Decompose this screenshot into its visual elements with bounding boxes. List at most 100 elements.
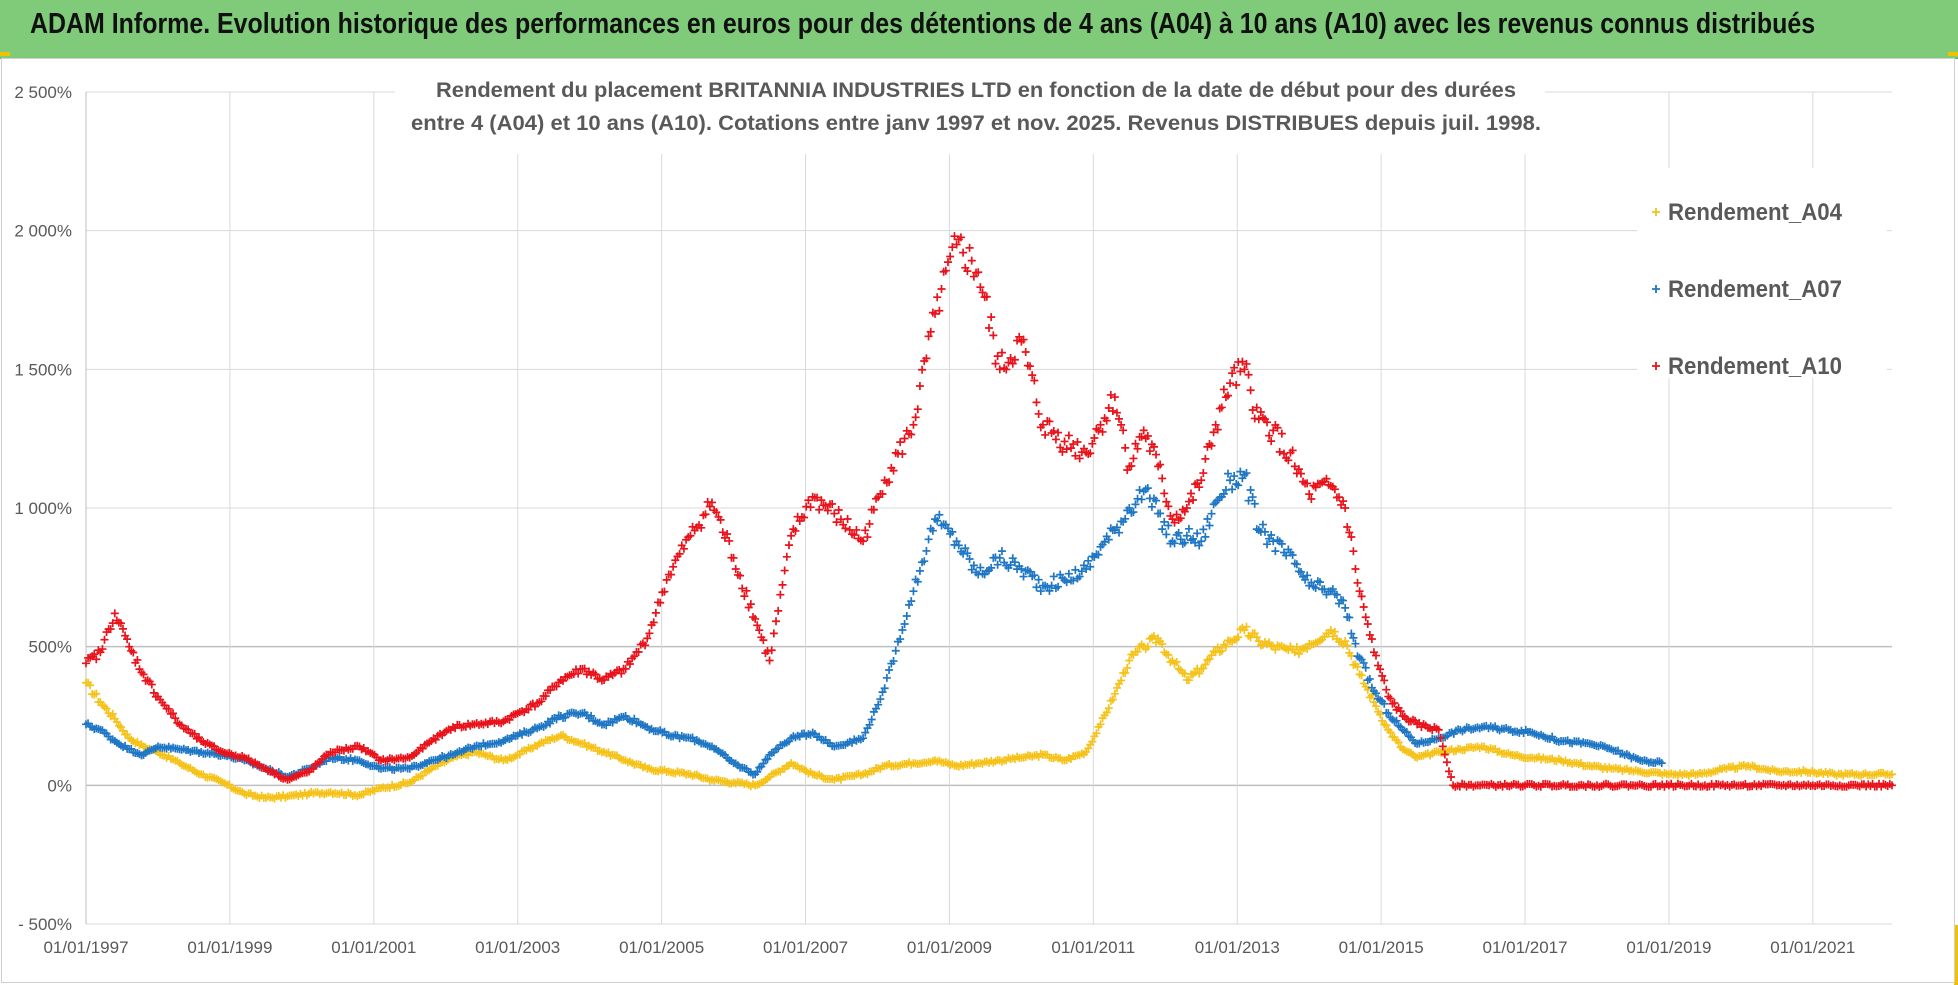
data-point xyxy=(1432,724,1441,733)
data-point xyxy=(1324,587,1333,596)
data-point xyxy=(1077,567,1086,576)
y-tick-label: 1 000% xyxy=(14,499,72,518)
data-point xyxy=(1440,750,1449,759)
data-point xyxy=(1143,642,1152,651)
data-point xyxy=(1345,613,1354,622)
data-point xyxy=(194,733,203,742)
data-point xyxy=(173,718,182,727)
data-point xyxy=(856,771,865,780)
chart-title-background xyxy=(395,64,1545,154)
data-point xyxy=(705,742,714,751)
data-point xyxy=(784,541,793,550)
data-point xyxy=(697,523,706,532)
data-point xyxy=(952,240,961,249)
data-point xyxy=(1284,456,1293,465)
data-point xyxy=(151,692,160,701)
data-point xyxy=(967,256,976,265)
data-point xyxy=(828,499,837,508)
data-point xyxy=(1051,435,1060,444)
data-point xyxy=(302,791,311,800)
data-point xyxy=(843,514,852,523)
data-point xyxy=(1156,509,1165,518)
data-point xyxy=(1115,528,1124,537)
data-point xyxy=(1396,707,1405,716)
data-point xyxy=(1143,484,1152,493)
data-point xyxy=(1324,629,1333,638)
data-point xyxy=(961,544,970,553)
data-point xyxy=(997,348,1006,357)
data-point xyxy=(753,767,762,776)
data-point xyxy=(874,700,883,709)
data-point xyxy=(1402,728,1411,737)
data-point xyxy=(1164,650,1173,659)
data-point xyxy=(878,688,887,697)
data-point xyxy=(987,563,996,572)
data-point xyxy=(1062,578,1071,587)
data-point xyxy=(997,547,1006,556)
data-point xyxy=(1166,511,1175,520)
data-point xyxy=(137,751,146,760)
data-point xyxy=(1108,526,1117,535)
data-point xyxy=(965,243,974,252)
data-point xyxy=(100,635,109,644)
data-point xyxy=(1143,432,1152,441)
data-point xyxy=(1026,362,1035,371)
data-point xyxy=(1655,757,1664,766)
data-point xyxy=(993,560,1002,569)
data-point xyxy=(1131,439,1140,448)
data-point xyxy=(1049,427,1058,436)
data-point xyxy=(1217,646,1226,655)
data-point xyxy=(1328,585,1337,594)
data-point xyxy=(937,285,946,294)
data-point xyxy=(1123,663,1132,672)
data-point xyxy=(800,513,809,522)
data-point xyxy=(725,536,734,545)
data-point xyxy=(1209,428,1218,437)
data-point xyxy=(281,793,290,802)
data-point xyxy=(791,526,800,535)
data-point xyxy=(1288,446,1297,455)
data-point xyxy=(1160,489,1169,498)
data-point xyxy=(1086,562,1095,571)
chart-title-line: Rendement du placement BRITANNIA INDUSTR… xyxy=(436,79,1516,102)
data-point xyxy=(1315,578,1324,587)
data-point xyxy=(813,493,822,502)
data-point xyxy=(425,738,434,747)
data-point xyxy=(907,430,916,439)
data-point xyxy=(1382,721,1391,730)
y-tick-label: 1 500% xyxy=(14,360,72,379)
data-point xyxy=(669,562,678,571)
data-point xyxy=(617,669,626,678)
data-point xyxy=(1296,567,1305,576)
data-point xyxy=(865,720,874,729)
data-point xyxy=(1137,495,1146,504)
data-point xyxy=(1211,420,1220,429)
data-point xyxy=(985,323,993,332)
data-point xyxy=(123,730,132,739)
data-point xyxy=(1131,500,1140,509)
data-point xyxy=(963,549,972,558)
data-point xyxy=(1176,514,1185,523)
data-point xyxy=(1112,408,1121,417)
data-point xyxy=(1345,528,1354,537)
data-point xyxy=(1186,489,1195,498)
data-point xyxy=(736,571,745,580)
data-point xyxy=(619,712,628,721)
data-point xyxy=(1372,651,1380,660)
corner-mark-top-right xyxy=(1948,52,1958,56)
data-point xyxy=(1267,437,1276,446)
data-point xyxy=(1162,497,1171,506)
data-point xyxy=(1034,575,1043,584)
data-point xyxy=(727,553,736,562)
data-point xyxy=(1195,483,1204,492)
data-point xyxy=(1250,499,1259,508)
data-point xyxy=(1125,656,1134,665)
data-point xyxy=(784,737,793,746)
data-point xyxy=(1119,426,1128,435)
data-point xyxy=(1158,525,1167,534)
data-point xyxy=(926,327,935,336)
data-point xyxy=(171,714,180,723)
y-tick-label: - 500% xyxy=(18,915,72,934)
data-point xyxy=(580,664,589,673)
data-point xyxy=(1104,404,1113,413)
